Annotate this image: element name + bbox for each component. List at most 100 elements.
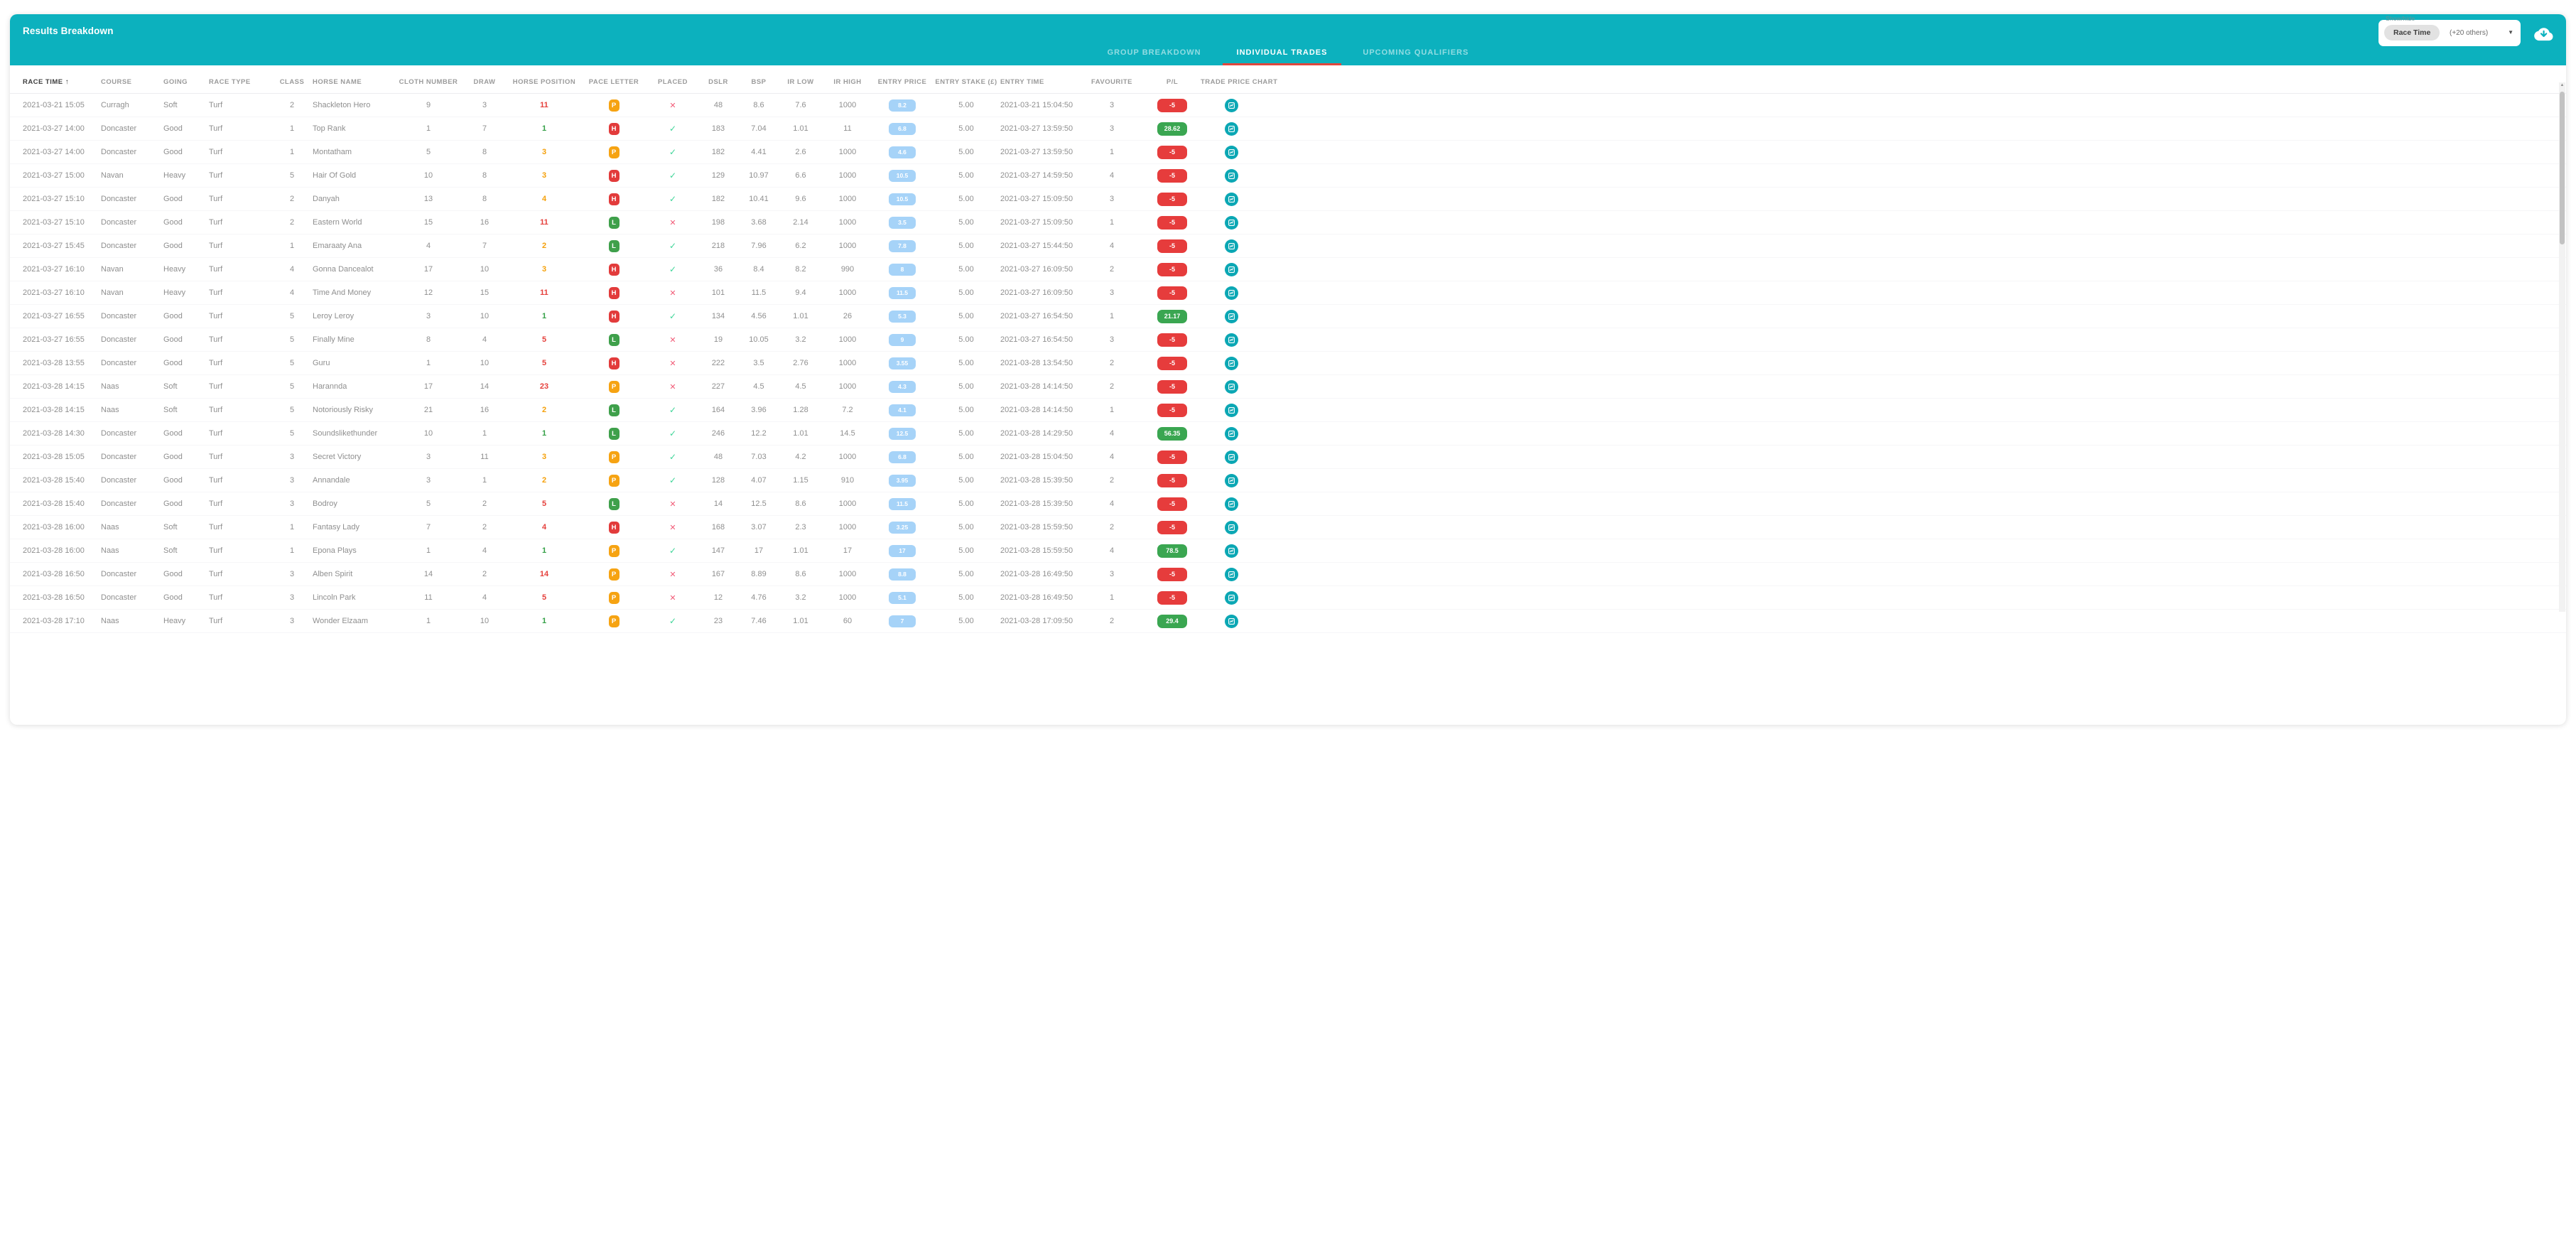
cell-going: Heavy — [163, 617, 186, 625]
column-header-race_type[interactable]: RACE TYPE — [209, 78, 251, 86]
column-header-position[interactable]: HORSE POSITION — [512, 78, 576, 86]
scrollbar-up-arrow-icon[interactable]: ▲ — [2560, 83, 2565, 87]
cell-horse: Hair Of Gold — [313, 171, 357, 180]
cell-placed: ✓ — [648, 405, 698, 415]
table-row: 2021-03-28 14:15 Naas Soft Turf 5 Harannda 17 1… — [10, 375, 2566, 399]
column-header-dslr[interactable]: DSLR — [708, 78, 728, 86]
cell-draw: 16 — [480, 406, 489, 414]
cell-draw: 3 — [482, 101, 487, 109]
cell-ir_high: 1000 — [838, 523, 857, 531]
column-header-pace[interactable]: PACE LETTER — [588, 78, 639, 86]
cell-class: 2 — [289, 218, 295, 227]
show-hide-select[interactable]: Show/hide Race Time (+20 others) ▼ — [2379, 15, 2521, 46]
cell-draw: 2 — [482, 523, 487, 531]
trade-price-chart-button[interactable] — [1224, 567, 1238, 581]
trade-price-chart-button[interactable] — [1224, 122, 1238, 136]
cell-pl: -5 — [1144, 567, 1201, 581]
column-header-draw[interactable]: DRAW — [473, 78, 496, 86]
trade-price-chart-button[interactable] — [1224, 309, 1238, 323]
tab-individual-trades[interactable]: INDIVIDUAL TRADES — [1222, 48, 1342, 65]
cell-draw: 8 — [482, 195, 487, 203]
column-header-ir_low[interactable]: IR LOW — [787, 78, 814, 86]
cell-dslr: 128 — [711, 476, 725, 485]
entry-price-badge: 7 — [889, 615, 916, 627]
scrollbar[interactable]: ▲ — [2559, 82, 2565, 612]
cell-draw: 10 — [480, 359, 489, 367]
cell-race_time: 2021-03-27 14:00 — [23, 148, 85, 156]
trade-price-chart-button[interactable] — [1224, 239, 1238, 253]
race-time-chip[interactable]: Race Time — [2384, 25, 2440, 41]
column-header-race_time[interactable]: RACE TIME ↑ — [23, 78, 70, 86]
cell-race_type: Turf — [209, 523, 223, 531]
trade-price-chart-button[interactable] — [1224, 286, 1238, 300]
results-breakdown-card: Results Breakdown Show/hide Race Time (+… — [10, 14, 2566, 725]
cell-race_type: Turf — [209, 312, 223, 320]
trade-price-chart-button[interactable] — [1224, 450, 1238, 464]
trade-price-chart-button[interactable] — [1224, 168, 1238, 183]
cell-pace: L — [580, 427, 648, 440]
cell-pace: L — [580, 404, 648, 416]
cell-race_time: 2021-03-21 15:05 — [23, 101, 85, 109]
cell-horse: Eastern World — [313, 218, 362, 227]
cell-pace: P — [580, 380, 648, 393]
trade-price-chart-button[interactable] — [1224, 262, 1238, 276]
cell-position: 4 — [509, 195, 580, 203]
column-header-cloth[interactable]: CLOTH NUMBER — [399, 78, 458, 86]
trade-price-chart-button[interactable] — [1224, 544, 1238, 558]
cell-entry_time: 2021-03-28 14:14:50 — [1000, 406, 1073, 414]
cell-race_time: 2021-03-28 14:15 — [23, 382, 85, 391]
trade-price-chart-button[interactable] — [1224, 590, 1238, 605]
tab-group-breakdown[interactable]: GROUP BREAKDOWN — [1107, 48, 1201, 57]
trade-price-chart-button[interactable] — [1224, 473, 1238, 487]
cell-ir_low: 8.2 — [795, 265, 806, 274]
column-header-ir_high[interactable]: IR HIGH — [833, 78, 862, 86]
trade-price-chart-button[interactable] — [1224, 145, 1238, 159]
placed-cross-icon: ✕ — [669, 523, 676, 532]
cell-course: Curragh — [101, 101, 129, 109]
cell-course: Doncaster — [101, 429, 137, 438]
cell-placed: ✓ — [648, 546, 698, 556]
cell-going: Good — [163, 429, 183, 438]
trade-price-chart-button[interactable] — [1224, 614, 1238, 628]
scrollbar-thumb[interactable] — [2560, 92, 2565, 244]
profit-loss-badge: -5 — [1157, 403, 1187, 417]
column-header-course[interactable]: COURSE — [101, 78, 132, 86]
column-header-horse[interactable]: HORSE NAME — [313, 78, 362, 86]
trade-price-chart-button[interactable] — [1224, 520, 1238, 534]
placed-cross-icon: ✕ — [669, 382, 676, 392]
column-header-entry_stake[interactable]: ENTRY STAKE (£) — [935, 78, 997, 86]
column-header-favourite[interactable]: FAVOURITE — [1091, 78, 1132, 86]
tab-upcoming-qualifiers[interactable]: UPCOMING QUALIFIERS — [1363, 48, 1469, 57]
column-header-pl[interactable]: P/L — [1166, 78, 1179, 86]
cell-position: 5 — [509, 335, 580, 344]
column-header-entry_price[interactable]: ENTRY PRICE — [877, 78, 927, 86]
trade-price-chart-button[interactable] — [1224, 497, 1238, 511]
cell-entry_time: 2021-03-27 16:54:50 — [1000, 312, 1073, 320]
cell-dslr: 134 — [711, 312, 725, 320]
column-header-chart[interactable]: TRADE PRICE CHART — [1201, 78, 1278, 86]
trade-price-chart-button[interactable] — [1224, 333, 1238, 347]
pace-letter-badge: L — [608, 427, 619, 440]
cell-dslr: 182 — [711, 195, 725, 203]
cell-chart — [1201, 262, 1262, 276]
trade-price-chart-button[interactable] — [1224, 403, 1238, 417]
column-header-placed[interactable]: PLACED — [658, 78, 688, 86]
column-header-entry_time[interactable]: ENTRY TIME — [1000, 78, 1044, 86]
profit-loss-badge: -5 — [1157, 98, 1187, 112]
column-header-going[interactable]: GOING — [163, 78, 188, 86]
profit-loss-badge: -5 — [1157, 379, 1187, 394]
download-button[interactable] — [2534, 26, 2553, 42]
trade-price-chart-button[interactable] — [1224, 379, 1238, 394]
column-header-bsp[interactable]: BSP — [751, 78, 767, 86]
trade-price-chart-button[interactable] — [1224, 192, 1238, 206]
chevron-down-icon[interactable]: ▼ — [2508, 29, 2513, 36]
column-header-class[interactable]: CLASS — [279, 78, 305, 86]
trade-price-chart-button[interactable] — [1224, 426, 1238, 441]
cell-race_type: Turf — [209, 593, 223, 602]
trade-price-chart-button[interactable] — [1224, 98, 1238, 112]
trade-price-chart-button[interactable] — [1224, 356, 1238, 370]
cell-entry_price: 10.5 — [872, 193, 932, 205]
trade-price-chart-button[interactable] — [1224, 215, 1238, 230]
table-row: 2021-03-28 14:15 Naas Soft Turf 5 Notoriously… — [10, 399, 2566, 422]
cell-entry_time: 2021-03-27 15:09:50 — [1000, 218, 1073, 227]
